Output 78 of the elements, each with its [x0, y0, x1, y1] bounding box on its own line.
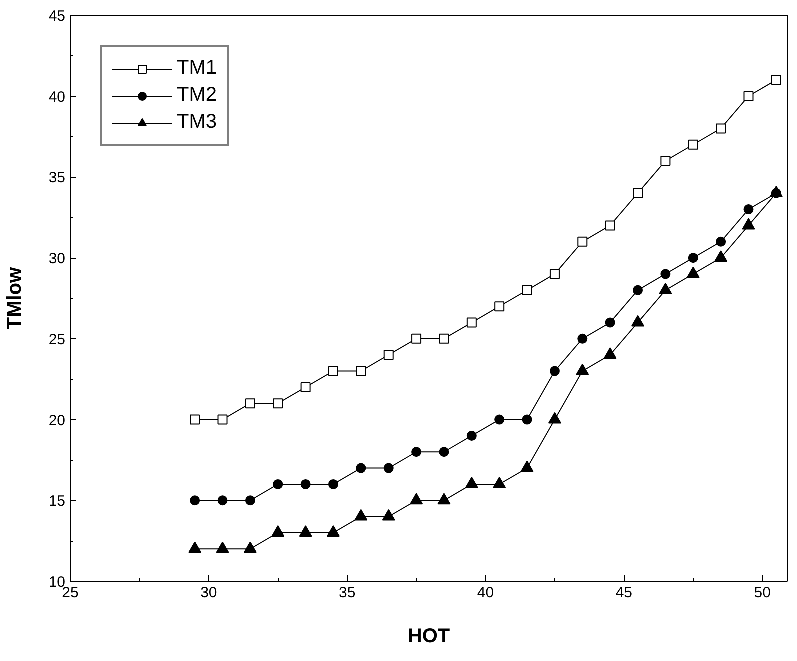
point	[604, 348, 617, 360]
point	[188, 542, 202, 554]
point	[633, 188, 644, 198]
point	[714, 250, 728, 262]
point	[273, 479, 284, 490]
point	[578, 334, 588, 344]
y-tick-label: 20	[48, 412, 66, 430]
x-axis-title: HOT	[408, 626, 450, 648]
point	[522, 285, 532, 296]
legend-label: TM2	[177, 84, 217, 107]
point	[744, 204, 754, 215]
point	[328, 366, 338, 376]
point	[216, 542, 230, 554]
point	[326, 526, 340, 537]
point	[439, 447, 450, 458]
point	[522, 414, 532, 425]
x-tick-label: 35	[338, 584, 356, 602]
point	[550, 366, 560, 376]
point	[244, 542, 257, 554]
point	[576, 364, 590, 376]
point	[356, 463, 366, 474]
point	[328, 479, 338, 490]
point	[382, 509, 396, 521]
point	[716, 124, 726, 134]
point	[494, 414, 505, 425]
x-tick-label: 40	[477, 584, 494, 602]
point	[272, 526, 285, 537]
point	[245, 496, 256, 506]
point	[716, 236, 726, 247]
y-axis-title: TMlow	[4, 266, 26, 330]
point	[632, 315, 645, 327]
point	[438, 493, 451, 505]
point	[605, 220, 616, 231]
point	[299, 526, 312, 537]
point	[190, 496, 200, 506]
point	[578, 236, 588, 247]
point	[660, 269, 671, 280]
y-tick-label: 25	[48, 331, 66, 348]
point	[744, 91, 754, 102]
legend-label: TM1	[177, 57, 217, 80]
point	[412, 334, 422, 344]
point	[384, 463, 394, 474]
point	[273, 398, 284, 409]
point	[520, 460, 534, 472]
y-tick-label: 45	[48, 8, 66, 25]
x-tick-label: 50	[754, 584, 771, 602]
point	[190, 414, 200, 425]
point	[688, 253, 698, 264]
point	[384, 350, 394, 360]
x-tick-label: 30	[200, 584, 218, 602]
point	[300, 382, 311, 392]
y-tick-label: 35	[48, 170, 66, 187]
point	[245, 398, 256, 409]
point	[466, 318, 477, 328]
point	[356, 366, 366, 376]
point	[548, 412, 562, 424]
y-tick-label: 30	[48, 250, 66, 268]
point	[494, 302, 505, 312]
point	[493, 477, 506, 488]
point	[550, 269, 560, 280]
point	[466, 430, 477, 441]
point	[354, 509, 368, 521]
point	[660, 156, 671, 166]
y-tick-label: 40	[48, 88, 66, 106]
legend-label: TM3	[177, 111, 217, 134]
point	[605, 318, 616, 328]
point	[633, 285, 644, 296]
point	[465, 477, 478, 488]
point	[439, 334, 450, 344]
point	[300, 479, 311, 490]
point	[412, 447, 422, 458]
point	[218, 414, 228, 425]
point	[688, 140, 698, 150]
point	[410, 493, 424, 505]
point	[218, 496, 228, 506]
x-tick-label: 45	[616, 584, 633, 602]
point	[771, 75, 782, 86]
y-tick-label: 15	[48, 493, 66, 510]
